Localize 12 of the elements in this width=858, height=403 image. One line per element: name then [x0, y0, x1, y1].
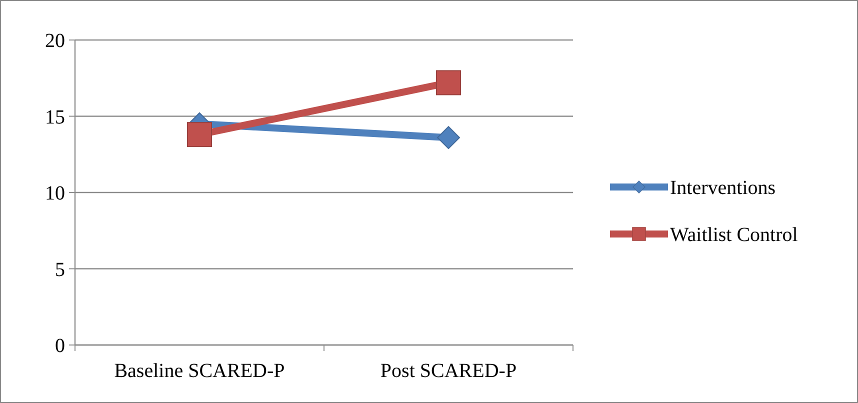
legend-label: Waitlist Control	[670, 224, 798, 246]
x-tick-label: Post SCARED-P	[380, 360, 517, 382]
y-tick-label: 10	[45, 182, 65, 204]
point	[436, 70, 461, 96]
x-tick-label: Baseline SCARED-P	[114, 360, 285, 382]
y-tick-label: 0	[55, 335, 65, 357]
y-tick-label: 15	[45, 106, 65, 128]
point	[187, 122, 212, 148]
y-tick-label: 20	[45, 30, 65, 52]
legend-label: Interventions	[670, 177, 776, 199]
y-tick-label: 5	[55, 258, 65, 281]
point	[437, 126, 460, 150]
